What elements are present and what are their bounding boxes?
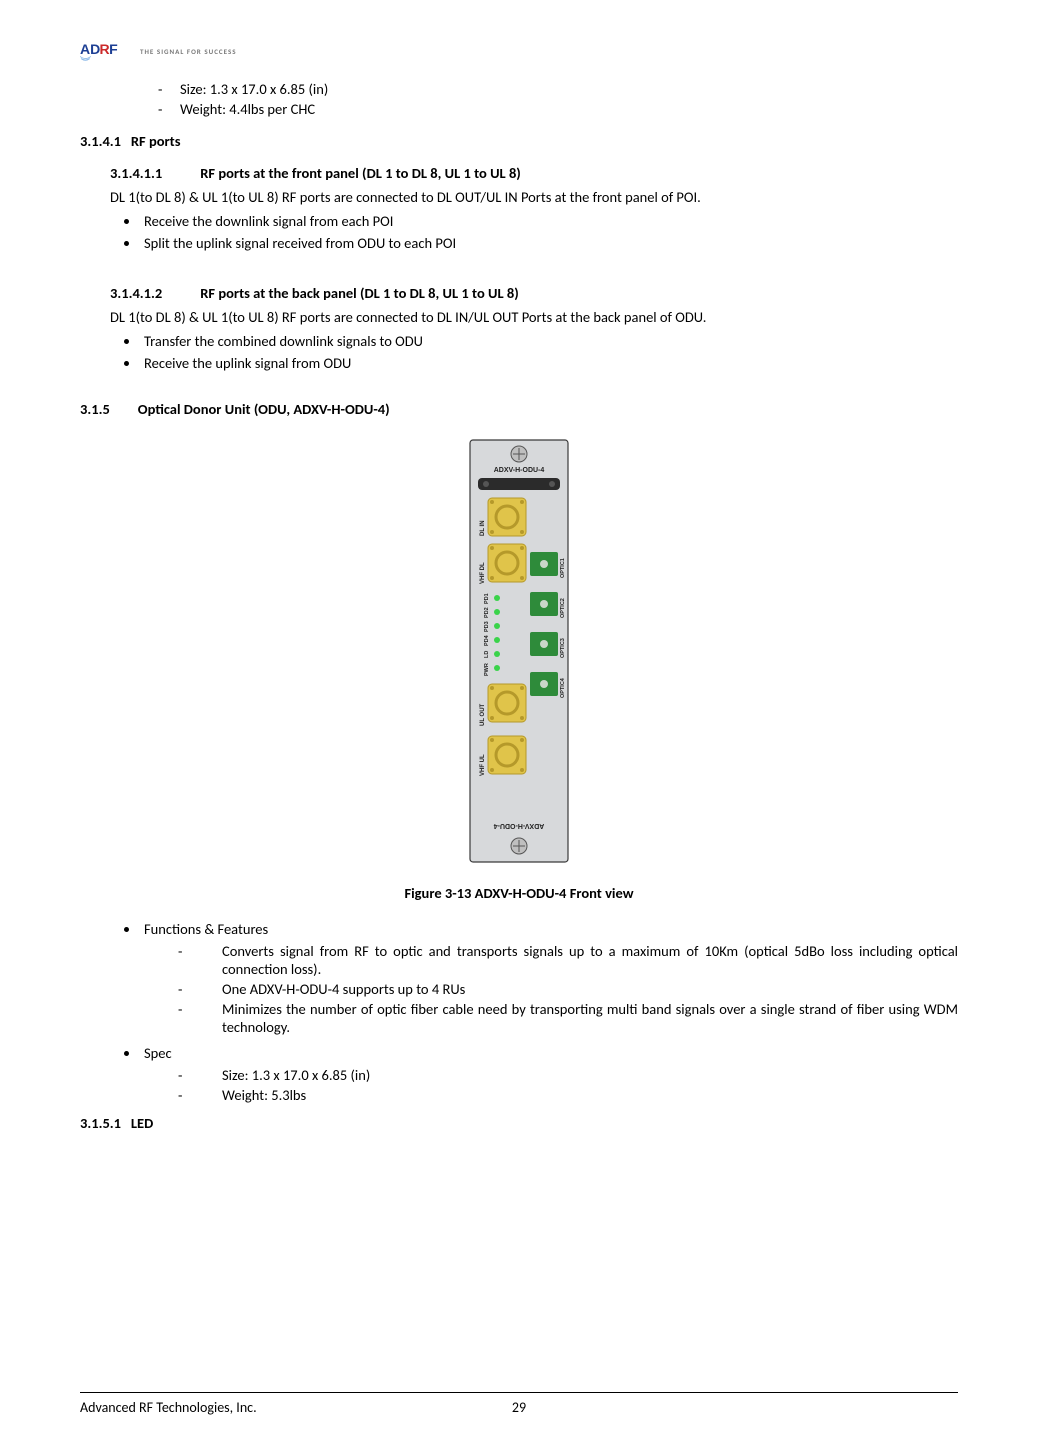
- list-item: Weight: 4.4lbs per CHC: [180, 100, 958, 118]
- svg-text:PWR: PWR: [484, 663, 490, 676]
- heading-num: 3.1.4.1: [80, 132, 121, 150]
- spec-list: Spec: [140, 1044, 958, 1062]
- heading-num: 3.1.4.1.1: [110, 164, 162, 182]
- svg-text:OPTIC1: OPTIC1: [560, 558, 566, 578]
- heading-num: 3.1.5.1: [80, 1114, 121, 1132]
- list-item: Transfer the combined downlink signals t…: [140, 332, 958, 350]
- svg-text:PD3: PD3: [484, 621, 490, 632]
- svg-text:R: R: [99, 41, 109, 57]
- figure-wrap: ADXV-H-ODU-4 DL IN VHF DL: [80, 436, 958, 902]
- list-item: Converts signal from RF to optic and tra…: [200, 942, 958, 978]
- bullets-31411: Receive the downlink signal from each PO…: [140, 212, 958, 252]
- svg-text:PD4: PD4: [484, 634, 490, 646]
- svg-text:UL OUT: UL OUT: [480, 703, 486, 726]
- heading-31411: 3.1.4.1.1 RF ports at the front panel (D…: [110, 164, 958, 182]
- functions-heading: Functions & Features: [140, 920, 958, 938]
- para-31411: DL 1(to DL 8) & UL 1(to UL 8) RF ports a…: [110, 188, 958, 206]
- list-item: Size: 1.3 x 17.0 x 6.85 (in): [180, 80, 958, 98]
- svg-text:LD: LD: [484, 651, 490, 658]
- heading-num: 3.1.4.1.2: [110, 284, 162, 302]
- heading-3141: 3.1.4.1 RF ports: [80, 132, 958, 150]
- prev-dash-list: Size: 1.3 x 17.0 x 6.85 (in) Weight: 4.4…: [180, 80, 958, 118]
- footer-company: Advanced RF Technologies, Inc.: [80, 1399, 257, 1416]
- heading-num: 3.1.5: [80, 400, 110, 418]
- svg-text:OPTIC2: OPTIC2: [560, 598, 566, 618]
- heading-title: LED: [131, 1114, 153, 1132]
- list-item: Minimizes the number of optic fiber cabl…: [200, 1000, 958, 1036]
- svg-text:PD1: PD1: [484, 593, 490, 604]
- functions-list: Functions & Features: [140, 920, 958, 938]
- list-item: Weight: 5.3lbs: [200, 1086, 958, 1104]
- logo-row: AD R F THE SIGNAL FOR SUCCESS: [80, 40, 958, 62]
- svg-text:F: F: [109, 41, 118, 57]
- list-item: Split the uplink signal received from OD…: [140, 234, 958, 252]
- heading-31412: 3.1.4.1.2 RF ports at the back panel (DL…: [110, 284, 958, 302]
- heading-3151: 3.1.5.1 LED: [80, 1114, 958, 1132]
- heading-title: RF ports at the back panel (DL 1 to DL 8…: [200, 284, 519, 302]
- list-item: One ADXV-H-ODU-4 supports up to 4 RUs: [200, 980, 958, 998]
- logo-tagline: THE SIGNAL FOR SUCCESS: [140, 47, 237, 56]
- list-item: Size: 1.3 x 17.0 x 6.85 (in): [200, 1066, 958, 1084]
- bullets-31412: Transfer the combined downlink signals t…: [140, 332, 958, 372]
- spec-items: Size: 1.3 x 17.0 x 6.85 (in) Weight: 5.3…: [200, 1066, 958, 1104]
- spec-heading: Spec: [140, 1044, 958, 1062]
- svg-text:VHF DL: VHF DL: [480, 562, 486, 584]
- odu-module-figure: ADXV-H-ODU-4 DL IN VHF DL: [464, 436, 574, 866]
- svg-text:OPTIC4: OPTIC4: [560, 677, 566, 698]
- adrf-logo-icon: AD R F: [80, 40, 134, 62]
- heading-title: RF ports: [131, 132, 181, 150]
- svg-text:VHF UL: VHF UL: [480, 754, 486, 776]
- para-31412: DL 1(to DL 8) & UL 1(to UL 8) RF ports a…: [110, 308, 958, 326]
- list-item: Receive the uplink signal from ODU: [140, 354, 958, 372]
- svg-text:AD: AD: [80, 41, 100, 57]
- functions-items: Converts signal from RF to optic and tra…: [200, 942, 958, 1036]
- svg-text:OPTIC3: OPTIC3: [560, 638, 566, 658]
- heading-title: RF ports at the front panel (DL 1 to DL …: [200, 164, 521, 182]
- svg-text:PD2: PD2: [484, 607, 490, 618]
- figure-caption: Figure 3-13 ADXV-H-ODU-4 Front view: [80, 884, 958, 902]
- list-item: Receive the downlink signal from each PO…: [140, 212, 958, 230]
- footer-divider: [80, 1392, 958, 1393]
- svg-text:ADXV-H-ODU-4: ADXV-H-ODU-4: [494, 467, 545, 474]
- footer-page-number: 29: [512, 1399, 526, 1416]
- page-footer: Advanced RF Technologies, Inc. 29: [80, 1399, 958, 1416]
- svg-text:DL IN: DL IN: [480, 520, 486, 536]
- heading-title: Optical Donor Unit (ODU, ADXV-H-ODU-4): [138, 400, 390, 418]
- svg-text:ADXV-H-ODU-4: ADXV-H-ODU-4: [494, 822, 545, 829]
- heading-315: 3.1.5 Optical Donor Unit (ODU, ADXV-H-OD…: [80, 400, 958, 418]
